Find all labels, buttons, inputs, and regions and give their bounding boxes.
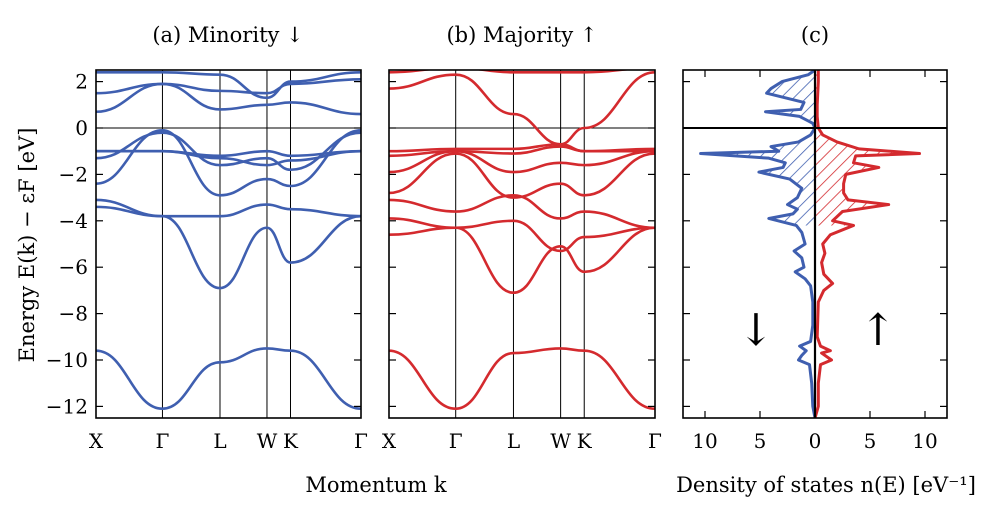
dos-hatch-majority	[815, 70, 920, 226]
plot-frame	[95, 69, 362, 419]
kpoint-label: Γ	[156, 429, 170, 453]
band-1	[389, 226, 655, 295]
kpoint-label: K	[577, 429, 593, 453]
kpoint-label: W	[257, 429, 278, 453]
dos-curve-majority	[813, 70, 921, 418]
kpoint-label: Γ	[354, 429, 368, 453]
panel-a-minority-bands: 2 0 −2 −4 −6 −8 −10 −12X Γ L W K Γ	[46, 69, 368, 453]
x-axis-label-dos: Density of states n(E) [eV⁻¹]	[676, 473, 976, 497]
band-7	[96, 82, 361, 116]
y-axis-label: Energy E(k) − εF [eV]	[15, 128, 39, 363]
panel-a-title: (a) Minority ↓	[152, 23, 303, 47]
kpoint-label: X	[382, 429, 397, 453]
panel-b-title: (b) Majority ↑	[446, 23, 597, 47]
band-2	[389, 217, 655, 253]
dos-hatch-minority	[700, 70, 815, 226]
spin-down-arrow: ↓	[738, 305, 775, 356]
kpoint-label: L	[507, 429, 520, 453]
panel-c-title: (c)	[801, 23, 829, 47]
y-tick-label: 2	[75, 70, 88, 94]
y-tick-label: −6	[59, 255, 88, 279]
x-tick-label: 5	[754, 429, 767, 453]
band-4	[389, 152, 655, 199]
y-tick-label: 0	[75, 116, 88, 140]
x-tick-label: 5	[864, 429, 877, 453]
band-1	[96, 205, 361, 290]
y-tick-label: −8	[59, 302, 88, 326]
y-tick-label: −12	[46, 394, 88, 418]
dos-curve-minority	[699, 70, 817, 418]
band-9	[96, 71, 361, 100]
band-5	[389, 149, 655, 174]
band-7	[389, 142, 655, 153]
band-0	[389, 347, 655, 411]
band-8	[96, 77, 361, 95]
band-3	[389, 193, 655, 230]
band-0	[96, 347, 361, 411]
x-axis-label-bands: Momentum k	[305, 473, 447, 497]
kpoint-label: X	[89, 429, 104, 453]
y-tick-label: −2	[59, 162, 88, 186]
y-tick-label: −4	[59, 209, 88, 233]
spin-up-arrow: ↑	[860, 305, 897, 356]
kpoint-label: K	[283, 429, 299, 453]
kpoint-label: L	[213, 429, 226, 453]
panel-c-density-of-states: 10 5 0 5 10	[682, 69, 948, 453]
x-tick-label: 10	[912, 429, 937, 453]
plot-frame	[388, 69, 656, 419]
x-tick-label: 10	[692, 429, 717, 453]
band-9	[389, 70, 632, 74]
band-6	[96, 149, 361, 158]
kpoint-label: Γ	[648, 429, 662, 453]
kpoint-label: Γ	[449, 429, 463, 453]
band-8	[389, 71, 655, 146]
y-tick-label: −10	[46, 348, 88, 372]
x-tick-label: 0	[809, 429, 822, 453]
kpoint-label: W	[550, 429, 571, 453]
band-2	[96, 198, 361, 218]
